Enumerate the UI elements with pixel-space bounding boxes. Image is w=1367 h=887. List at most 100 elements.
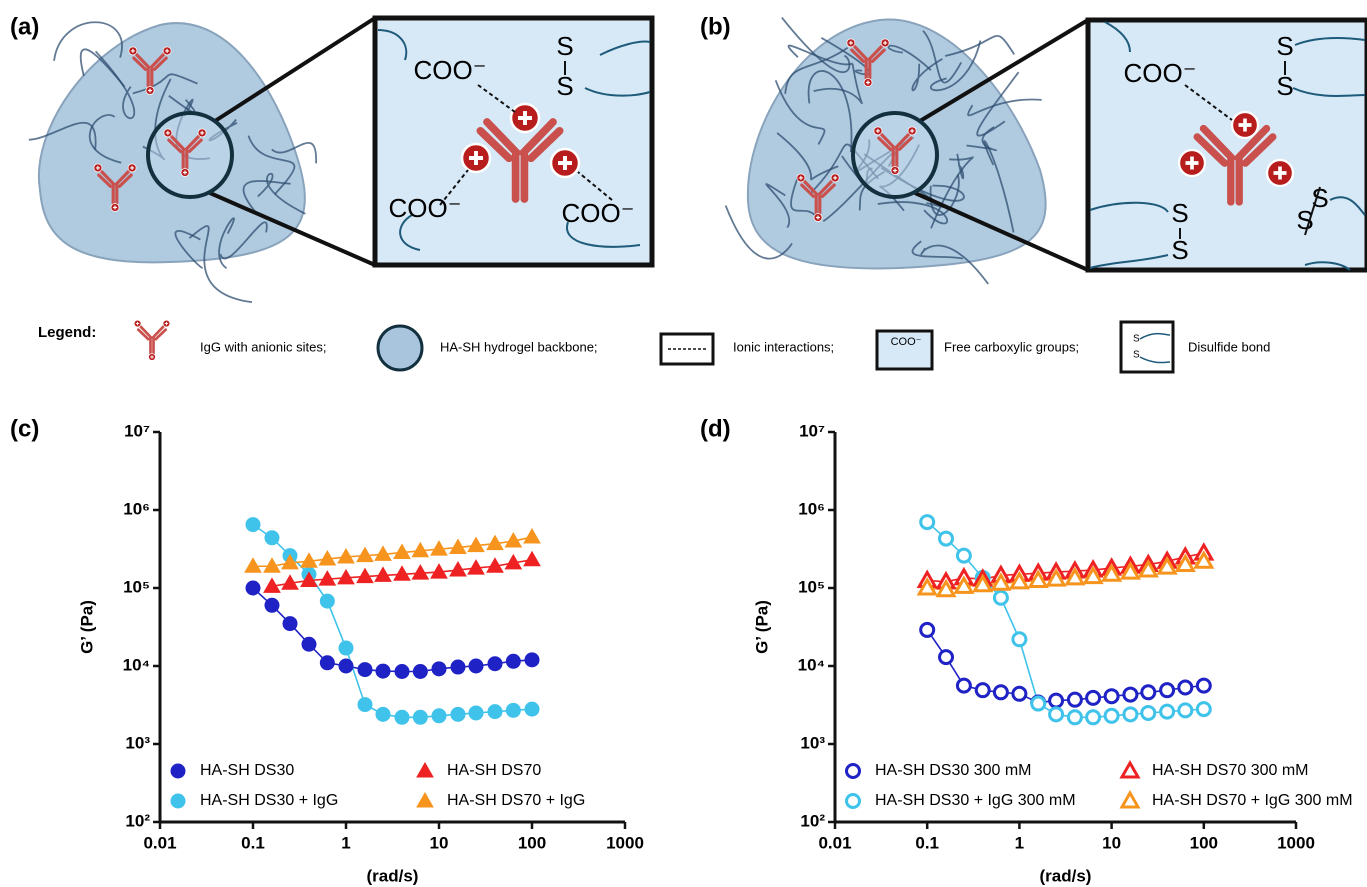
legend-icon: [659, 332, 715, 366]
sulfur-atom: S: [1276, 31, 1293, 61]
marker: [300, 552, 318, 568]
polymer-chain: [79, 48, 126, 88]
marker: [431, 708, 447, 724]
marker: [337, 547, 355, 564]
marker: [1064, 566, 1086, 586]
legend-label: HA-SH DS30: [200, 762, 294, 779]
plus-sign: [135, 321, 140, 326]
polymer-tail: [1292, 87, 1366, 98]
polymer-tail: [1104, 21, 1131, 53]
x-tick-label: 0.1: [241, 833, 265, 852]
polymer-chain: [781, 17, 851, 73]
igg-chain: [117, 173, 133, 188]
igg-chain: [1193, 133, 1229, 167]
marker: [1066, 709, 1083, 726]
plus-sign: [1185, 156, 1199, 170]
y-tick-label: 10⁷: [124, 421, 150, 440]
marker: [450, 706, 466, 722]
marker: [919, 514, 936, 531]
plus-sign: [165, 48, 170, 53]
igg-chain: [149, 52, 166, 69]
marker: [938, 530, 955, 547]
marker: [318, 570, 337, 586]
igg-chain: [852, 44, 869, 61]
igg-chain: [187, 138, 203, 153]
polymer-chain: [257, 172, 306, 215]
plus-sign: [165, 130, 170, 135]
marker: [1048, 692, 1065, 709]
y-tick-label: 10²: [125, 811, 150, 830]
marker: [337, 568, 355, 585]
marker: [1193, 550, 1215, 569]
carboxyl-group: COO⁻: [1124, 58, 1197, 88]
marker: [394, 664, 410, 680]
marker: [505, 702, 521, 718]
marker: [953, 575, 975, 594]
marker: [1156, 556, 1178, 575]
legend-marker: [416, 761, 434, 778]
marker: [487, 704, 503, 720]
label: Disulfide bond: [1188, 339, 1270, 354]
label: Ionic interactions;: [733, 339, 834, 354]
plus-sign: [815, 215, 821, 220]
marker: [524, 701, 540, 717]
igg-chain: [132, 56, 148, 71]
plus-sign: [910, 128, 915, 133]
x-tick-label: 10: [1102, 833, 1121, 852]
marker: [486, 534, 504, 551]
igg-chain: [169, 134, 186, 151]
polymer-chain: [28, 121, 97, 150]
sulfur-atom: S: [1296, 205, 1313, 235]
marker: [356, 546, 374, 563]
marker: [1085, 689, 1102, 706]
marker: [1085, 709, 1102, 726]
polymer-tail: [1089, 254, 1169, 269]
polymer-chain: [983, 140, 1015, 233]
series-line: [253, 536, 533, 568]
sulfur-atom: S: [556, 71, 573, 101]
sulfur-atom: S: [1171, 235, 1188, 265]
plus-sign: [95, 165, 100, 170]
marker: [411, 564, 430, 580]
x-tick-label: 100: [1190, 833, 1218, 852]
igg: [476, 118, 564, 203]
igg-chain: [114, 169, 131, 186]
marker: [244, 557, 262, 573]
marker: [992, 684, 1009, 701]
igg: [133, 319, 171, 361]
polymer-chain: [887, 44, 932, 71]
marker: [319, 655, 335, 671]
y-tick-label: 10⁵: [123, 577, 150, 596]
label: IgG with anionic sites;: [200, 339, 326, 354]
legend-title: Legend:: [38, 324, 96, 341]
igg-chain: [139, 325, 153, 339]
label: HA-SH hydrogel backbone;: [440, 339, 598, 354]
polymer-tail: [1304, 261, 1351, 271]
igg: [1193, 124, 1277, 206]
marker: [468, 705, 484, 721]
y-tick-label: 10⁵: [798, 577, 825, 596]
label: S: [1133, 334, 1140, 345]
polymer-tail: [1329, 196, 1366, 216]
igg: [93, 163, 137, 212]
y-tick-label: 10³: [125, 733, 150, 752]
marker: [1103, 707, 1120, 724]
x-tick-label: 100: [518, 833, 546, 852]
legend-marker: [1119, 789, 1141, 809]
zoom-circle: [146, 111, 234, 199]
plus-sign: [865, 80, 871, 85]
marker: [1103, 688, 1120, 705]
marker: [504, 553, 523, 570]
x-tick-label: 1: [341, 833, 350, 852]
legend-icon: [1139, 332, 1171, 364]
plus-sign: [558, 156, 572, 170]
zoom-line: [209, 191, 376, 267]
plus-sign: [150, 355, 154, 359]
marker: [356, 567, 374, 584]
marker: [412, 664, 428, 680]
x-tick-label: 1000: [606, 833, 644, 852]
marker: [1119, 561, 1142, 580]
igg: [128, 46, 172, 95]
marker: [504, 532, 523, 548]
polymer-tail: [399, 214, 421, 251]
